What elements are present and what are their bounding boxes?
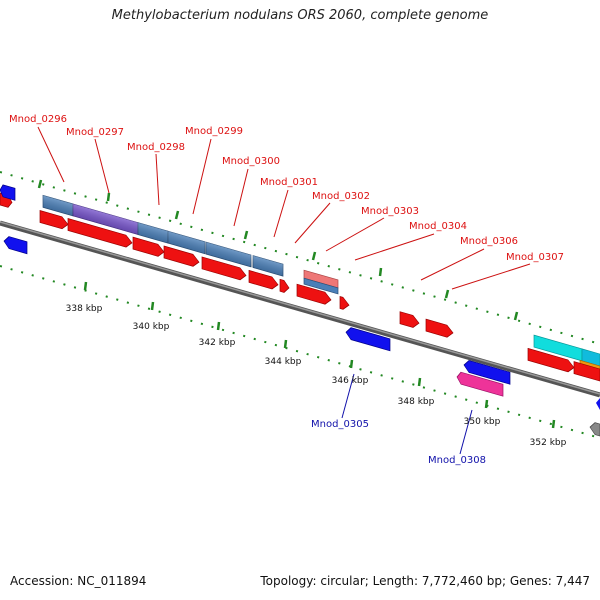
gene-arrow-7[interactable] <box>248 269 279 290</box>
tick-label: 342 kbp <box>199 338 236 348</box>
gene-label[interactable]: Mnod_0296 <box>9 114 67 125</box>
leader-lines-bottom <box>341 373 473 455</box>
genome-backbone-highlight <box>0 221 600 395</box>
gene-label[interactable]: Mnod_0306 <box>460 236 518 247</box>
gene-mnod-0303[interactable] <box>303 277 339 295</box>
tick-marks <box>37 179 556 429</box>
gene-label[interactable]: Mnod_0305 <box>311 419 369 430</box>
gene-mnod-0308[interactable] <box>456 371 504 397</box>
gene-arrow-6[interactable] <box>201 256 247 282</box>
reverse-row <box>0 184 600 437</box>
tick-label: 348 kbp <box>398 397 435 407</box>
tick-label: 350 kbp <box>464 417 501 427</box>
gene-labels-top: Mnod_0296 Mnod_0297 Mnod_0298 Mnod_0299 … <box>9 114 564 263</box>
gene-arrow-8[interactable] <box>279 278 290 294</box>
gene-arrow-5[interactable] <box>163 245 200 268</box>
gene-shade-top <box>43 195 283 277</box>
gene-arrow-13[interactable] <box>527 347 575 373</box>
gene-arrow-3[interactable] <box>67 218 133 248</box>
gene-rev-edge[interactable] <box>596 397 600 411</box>
genome-backbone <box>0 220 600 398</box>
gene-arrow-11[interactable] <box>399 311 420 329</box>
gene-label[interactable]: Mnod_0304 <box>409 221 467 232</box>
tick-label: 338 kbp <box>66 304 103 314</box>
gene-label[interactable]: Mnod_0300 <box>222 156 280 167</box>
gene-rev-1[interactable] <box>0 184 16 201</box>
gene-labels-bottom: Mnod_0305 Mnod_0308 <box>311 419 486 466</box>
gene-rev-3[interactable] <box>463 359 511 385</box>
gene-label[interactable]: Mnod_0302 <box>312 191 370 202</box>
accession-text: Accession: NC_011894 <box>10 574 147 588</box>
gene-label[interactable]: Mnod_0307 <box>506 252 564 263</box>
forward-row-top <box>42 194 600 375</box>
gene-label[interactable]: Mnod_0298 <box>127 142 185 153</box>
gene-arrow-9[interactable] <box>296 283 332 306</box>
gene-arrow-2[interactable] <box>39 210 69 230</box>
gene-label[interactable]: Mnod_0308 <box>428 455 486 466</box>
gene-rev-2[interactable] <box>3 235 28 255</box>
gene-arrow-14[interactable] <box>573 361 600 382</box>
leader-lines-top <box>37 126 531 290</box>
gene-mnod-0305[interactable] <box>345 326 391 352</box>
gene-label[interactable]: Mnod_0303 <box>361 206 419 217</box>
tick-label: 346 kbp <box>332 376 369 386</box>
tick-label: 344 kbp <box>265 357 302 367</box>
gene-label[interactable]: Mnod_0299 <box>185 126 243 137</box>
map-title: Methylobacterium nodulans ORS 2060, comp… <box>111 8 489 23</box>
gene-label[interactable]: Mnod_0297 <box>66 127 124 138</box>
forward-row-arrows <box>0 192 600 382</box>
tick-label: 352 kbp <box>530 438 567 448</box>
topology-text: Topology: circular; Length: 7,772,460 bp… <box>260 574 590 588</box>
gene-arrow-4[interactable] <box>132 236 165 258</box>
gene-arrow-10[interactable] <box>339 296 350 311</box>
tick-labels: 338 kbp 340 kbp 342 kbp 344 kbp 346 kbp … <box>66 304 567 448</box>
gene-rev-gray[interactable] <box>589 421 600 437</box>
gene-label[interactable]: Mnod_0301 <box>260 177 318 188</box>
tick-label: 340 kbp <box>133 322 170 332</box>
gene-arrow-12[interactable] <box>425 318 454 339</box>
